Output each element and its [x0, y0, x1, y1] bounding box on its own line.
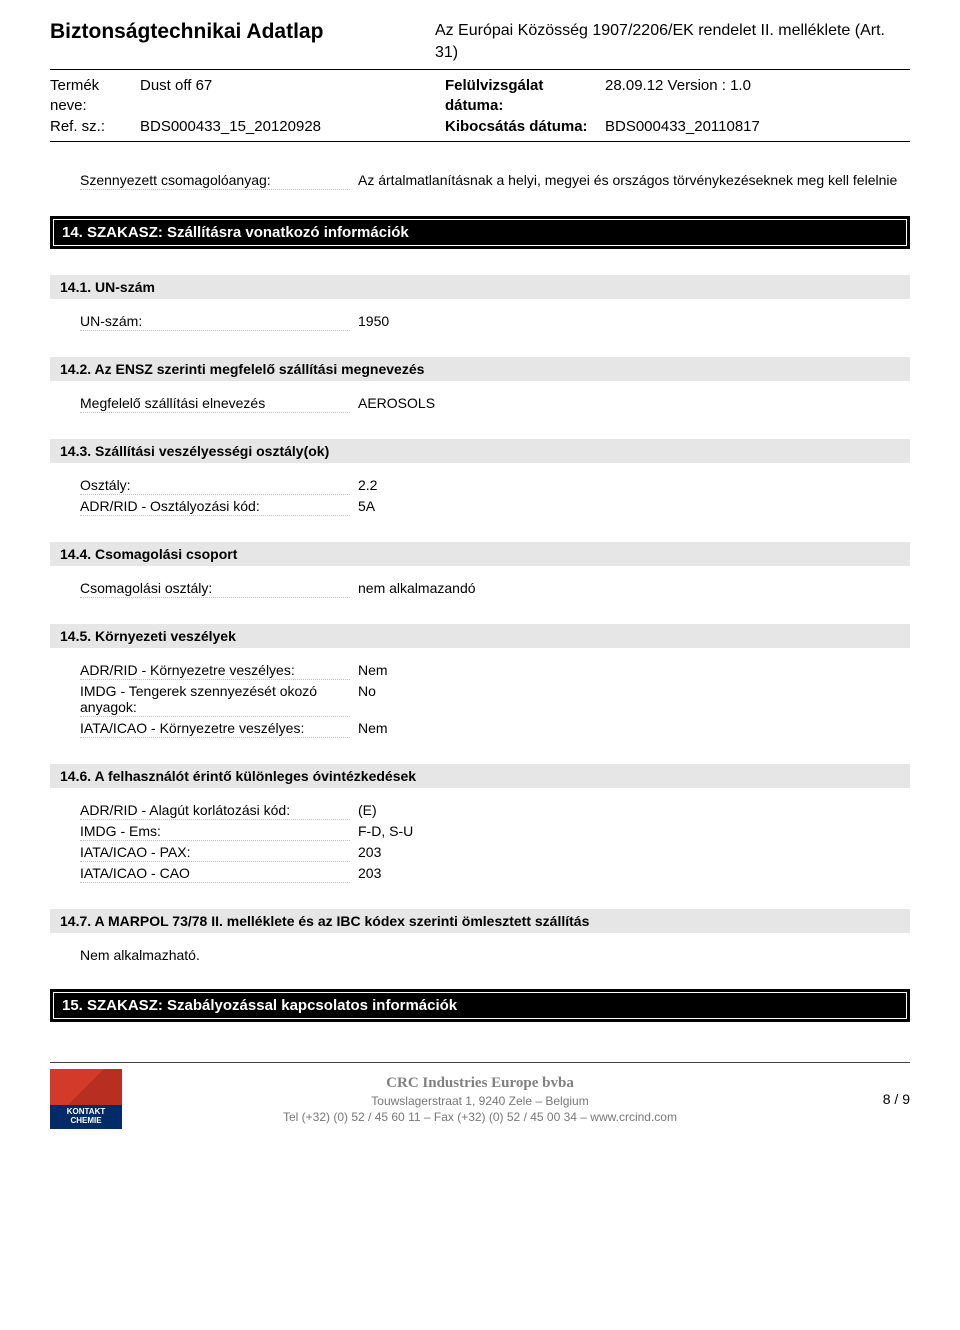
imdg-ems-value: F-D, S-U [358, 823, 910, 841]
section-15-header: 15. SZAKASZ: Szabályozással kapcsolatos … [50, 989, 910, 1022]
pack-group-label: Csomagolási osztály: [80, 580, 350, 598]
meta-issue-label: Kibocsátás dátuma: [445, 117, 605, 137]
tunnel-code-value: (E) [358, 802, 910, 820]
page-number: 8 / 9 [838, 1091, 910, 1107]
contam-pack-label: Szennyezett csomagolóanyag: [80, 172, 350, 190]
divider [50, 141, 910, 142]
contam-pack-block: Szennyezett csomagolóanyag: Az ártalmatl… [80, 172, 910, 190]
brand-logo: KONTAKT CHEMIE [50, 1069, 122, 1129]
imdg-pollutant-label: IMDG - Tengerek szennyezését okozó anyag… [80, 683, 350, 717]
section-14-title: 14. SZAKASZ: Szállításra vonatkozó infor… [53, 219, 907, 246]
divider [50, 69, 910, 70]
meta-ref-value: BDS000433_15_20120928 [140, 117, 445, 137]
un-number-label: UN-szám: [80, 313, 350, 331]
imdg-pollutant-value: No [358, 683, 910, 717]
iata-cao-value: 203 [358, 865, 910, 883]
iata-pax-value: 203 [358, 844, 910, 862]
footer-company: CRC Industries Europe bvba [122, 1073, 838, 1093]
regulation-text: Az Európai Közösség 1907/2206/EK rendele… [435, 20, 910, 63]
iata-pax-label: IATA/ICAO - PAX: [80, 844, 350, 862]
adr-code-value: 5A [358, 498, 910, 516]
s14-7-body: Nem alkalmazható. [80, 947, 910, 963]
footer-address: Touwslagerstraat 1, 9240 Zele – Belgium [122, 1093, 838, 1109]
iata-env-value: Nem [358, 720, 910, 738]
subsection-14-5: 14.5. Környezeti veszélyek [50, 624, 910, 648]
meta-issue-value: BDS000433_20110817 [605, 117, 910, 137]
class-value: 2.2 [358, 477, 910, 495]
page-footer: KONTAKT CHEMIE CRC Industries Europe bvb… [50, 1062, 910, 1129]
logo-text-2: CHEMIE [70, 1117, 101, 1126]
meta-product-label: Termék neve: [50, 76, 140, 117]
subsection-14-6: 14.6. A felhasználót érintő különleges ó… [50, 764, 910, 788]
shipping-name-value: AEROSOLS [358, 395, 910, 413]
doc-title: Biztonságtechnikai Adatlap [50, 20, 435, 44]
meta-ref-label: Ref. sz.: [50, 117, 140, 137]
subsection-14-7: 14.7. A MARPOL 73/78 II. melléklete és a… [50, 909, 910, 933]
iata-env-label: IATA/ICAO - Környezetre veszélyes: [80, 720, 350, 738]
footer-contact: Tel (+32) (0) 52 / 45 60 11 – Fax (+32) … [122, 1109, 838, 1125]
subsection-14-1: 14.1. UN-szám [50, 275, 910, 299]
subsection-14-4: 14.4. Csomagolási csoport [50, 542, 910, 566]
meta-product-value: Dust off 67 [140, 76, 445, 117]
subsection-14-3: 14.3. Szállítási veszélyességi osztály(o… [50, 439, 910, 463]
adr-code-label: ADR/RID - Osztályozási kód: [80, 498, 350, 516]
meta-revdate-value: 28.09.12 Version : 1.0 [605, 76, 910, 117]
adr-env-label: ADR/RID - Környezetre veszélyes: [80, 662, 350, 680]
section-15-title: 15. SZAKASZ: Szabályozással kapcsolatos … [53, 992, 907, 1019]
pack-group-value: nem alkalmazandó [358, 580, 910, 598]
iata-cao-label: IATA/ICAO - CAO [80, 865, 350, 883]
tunnel-code-label: ADR/RID - Alagút korlátozási kód: [80, 802, 350, 820]
class-label: Osztály: [80, 477, 350, 495]
un-number-value: 1950 [358, 313, 910, 331]
shipping-name-label: Megfelelő szállítási elnevezés [80, 395, 350, 413]
meta-grid: Termék neve: Dust off 67 Felülvizsgálat … [50, 76, 910, 137]
imdg-ems-label: IMDG - Ems: [80, 823, 350, 841]
section-14-header: 14. SZAKASZ: Szállításra vonatkozó infor… [50, 216, 910, 249]
contam-pack-value: Az ártalmatlanításnak a helyi, megyei és… [358, 172, 910, 190]
meta-revdate-label: Felülvizsgálat dátuma: [445, 76, 605, 117]
adr-env-value: Nem [358, 662, 910, 680]
subsection-14-2: 14.2. Az ENSZ szerinti megfelelő szállít… [50, 357, 910, 381]
